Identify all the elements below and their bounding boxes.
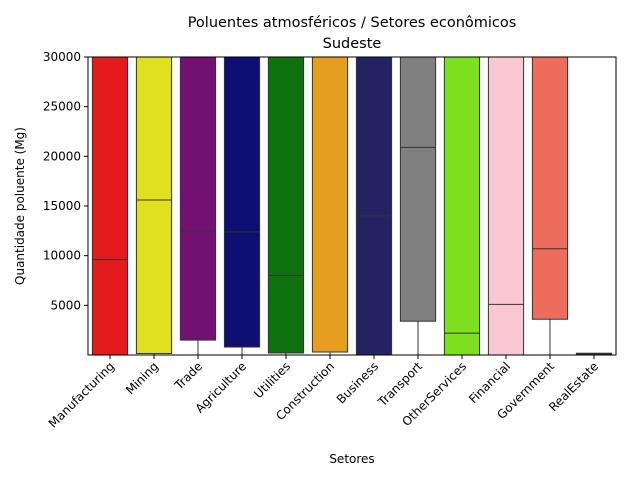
y-tick-label: 30000 <box>43 50 81 64</box>
y-tick-label: 5000 <box>50 298 81 312</box>
box-body <box>179 56 217 341</box>
x-tick-label: Manufacturing <box>46 359 117 430</box>
box-business <box>355 56 393 356</box>
y-tick-label: 15000 <box>43 199 81 213</box>
box-manufacturing <box>91 56 129 356</box>
box-body <box>223 56 261 348</box>
box-body <box>487 56 525 356</box>
box-body <box>267 56 305 354</box>
box-body <box>311 56 349 353</box>
box-body <box>443 56 481 356</box>
box-trade <box>179 56 217 355</box>
box-agriculture <box>223 56 261 355</box>
plot-frame <box>87 56 617 356</box>
box-body <box>91 56 129 356</box>
y-axis-label: Quantidade poluente (Mg) <box>13 127 27 285</box>
x-axis-label: Setores <box>329 452 374 466</box>
box-government <box>531 56 569 355</box>
box-body <box>531 56 569 320</box>
x-tick-label: Utilities <box>251 359 293 401</box>
box-transport <box>399 56 437 355</box>
plot-area <box>91 56 613 356</box>
box-construction <box>311 56 349 355</box>
y-tick-label: 20000 <box>43 149 81 163</box>
chart-subtitle: Sudeste <box>323 36 382 52</box>
y-tick-label: 10000 <box>43 249 81 263</box>
box-body <box>355 56 393 356</box>
box-utilities <box>267 56 305 355</box>
x-tick-label: Business <box>334 359 381 406</box>
box-body <box>399 56 437 322</box>
x-tick-label: Trade <box>171 359 205 393</box>
box-mining <box>135 56 173 355</box>
box-financial <box>487 56 525 356</box>
y-tick-label: 25000 <box>43 100 81 114</box>
x-tick-label: Mining <box>123 359 161 397</box>
chart-title: Poluentes atmosféricos / Setores econômi… <box>188 15 517 31</box>
box-otherservices <box>443 56 481 356</box>
box-body <box>135 56 173 355</box>
y-axis: 5000 10000 15000 20000 25000 30000 <box>43 50 88 312</box>
